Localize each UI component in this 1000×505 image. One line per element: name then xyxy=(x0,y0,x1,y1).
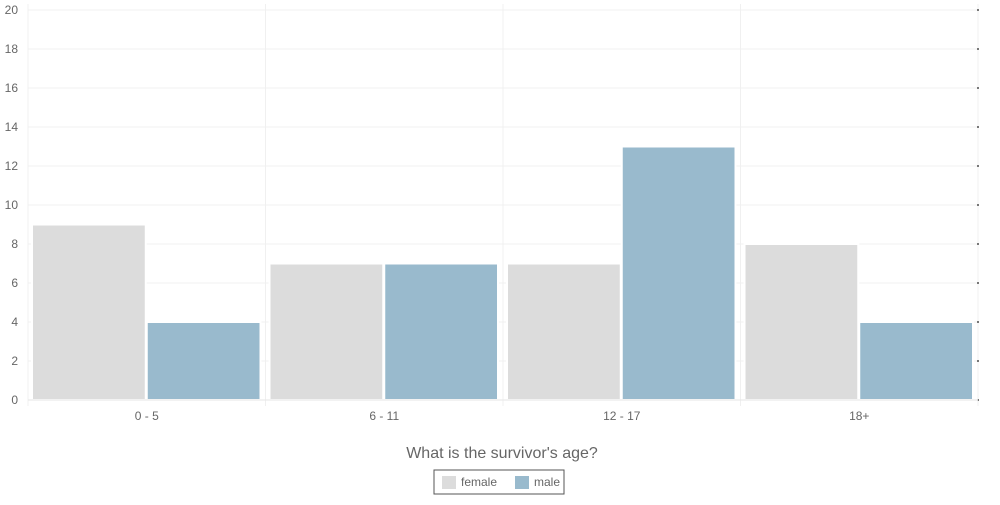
bars xyxy=(31,145,974,401)
y-tick-label: 8 xyxy=(11,237,18,251)
y-tick-label: 14 xyxy=(5,120,19,134)
bar-male xyxy=(145,321,262,401)
x-tick-label: 6 - 11 xyxy=(369,409,399,423)
x-axis-title: What is the survivor's age? xyxy=(406,445,598,462)
y-tick-label: 4 xyxy=(11,315,18,329)
axes: 0 2 4 6 8 10 12 14 16 18 20 0 - 5 6 - 11 12 - 17 18+ xyxy=(5,3,979,423)
legend-box xyxy=(433,469,565,495)
x-tick-label: 18+ xyxy=(849,409,869,423)
y-tick-label: 16 xyxy=(5,81,19,95)
y-tick-label: 20 xyxy=(5,3,19,17)
legend-label-female: female xyxy=(461,475,497,489)
y-tick-label: 10 xyxy=(5,198,19,212)
bar-female xyxy=(506,262,622,401)
bar-female xyxy=(268,262,385,401)
bar-male xyxy=(383,262,499,401)
x-tick-label: 0 - 5 xyxy=(135,409,159,423)
y-tick-label: 2 xyxy=(11,354,18,368)
y-tick-label: 12 xyxy=(5,159,19,173)
y-tick-label: 0 xyxy=(11,393,18,407)
bar-male xyxy=(858,321,974,401)
y-tick-label: 6 xyxy=(11,276,18,290)
bar-female xyxy=(743,243,860,401)
legend-label-male: male xyxy=(534,475,560,489)
legend: female male xyxy=(433,469,565,495)
legend-swatch-male xyxy=(515,476,529,489)
y-tick-label: 18 xyxy=(5,42,19,56)
bar-female xyxy=(31,223,147,401)
bar-male xyxy=(620,145,737,401)
x-tick-label: 12 - 17 xyxy=(603,409,641,423)
legend-swatch-female xyxy=(442,476,456,489)
